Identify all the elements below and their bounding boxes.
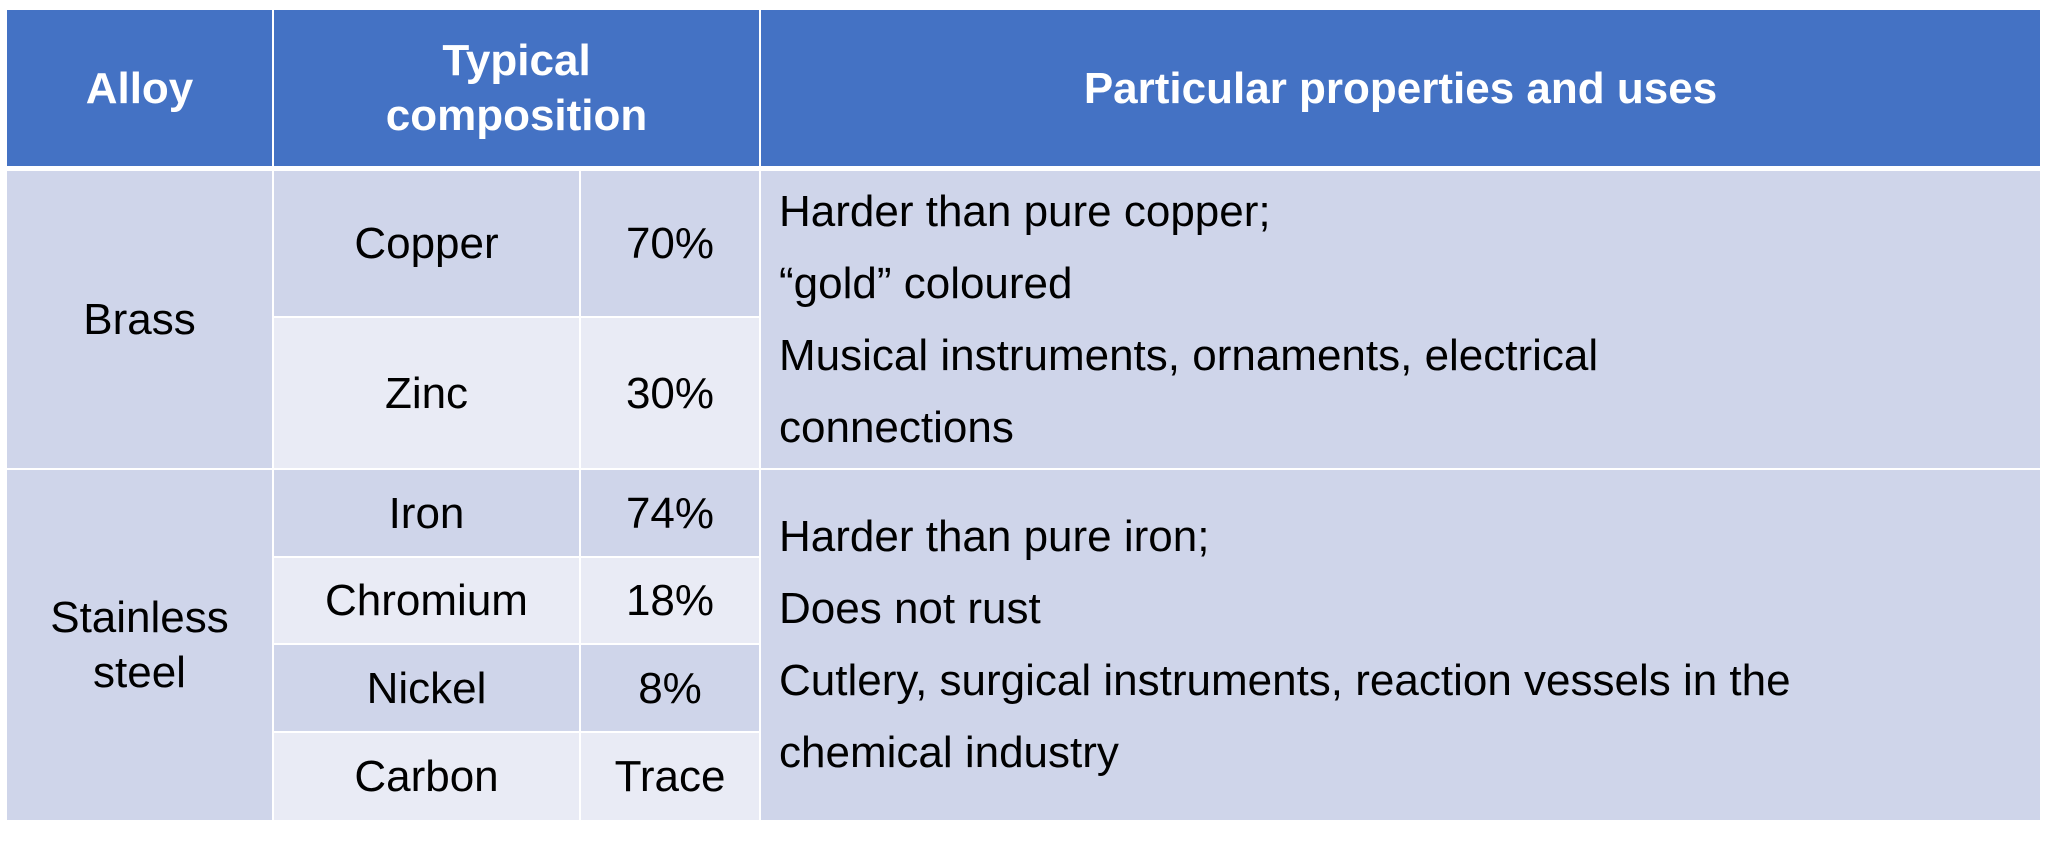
properties-stainless-steel: Harder than pure iron; Does not rust Cut… [761, 470, 2040, 820]
property-line: Harder than pure copper; [779, 186, 1271, 236]
component-element: Zinc [274, 318, 579, 468]
properties-brass: Harder than pure copper; “gold” coloured… [761, 171, 2040, 468]
component-element: Nickel [274, 645, 579, 731]
header-properties: Particular properties and uses [761, 10, 2040, 166]
property-line: Cutlery, surgical instruments, reaction … [779, 656, 1791, 705]
component-percent: 18% [581, 558, 759, 643]
header-alloy: Alloy [7, 10, 272, 166]
component-element: Chromium [274, 558, 579, 643]
component-percent: 8% [581, 645, 759, 731]
component-element: Carbon [274, 733, 579, 820]
component-percent: 30% [581, 318, 759, 468]
property-line: “gold” coloured [779, 258, 1073, 308]
component-element: Copper [274, 171, 579, 316]
component-percent: Trace [581, 733, 759, 820]
component-percent: 74% [581, 470, 759, 556]
property-line: Does not rust [779, 584, 1041, 633]
property-line: connections [779, 402, 1014, 452]
property-line: chemical industry [779, 728, 1119, 777]
component-percent: 70% [581, 171, 759, 316]
component-element: Iron [274, 470, 579, 556]
property-line: Musical instruments, ornaments, electric… [779, 330, 1599, 380]
alloy-stainless-steel: Stainless steel [7, 470, 272, 820]
header-composition: Typical composition [274, 10, 759, 166]
alloy-brass: Brass [7, 171, 272, 468]
property-line: Harder than pure iron; [779, 512, 1210, 561]
